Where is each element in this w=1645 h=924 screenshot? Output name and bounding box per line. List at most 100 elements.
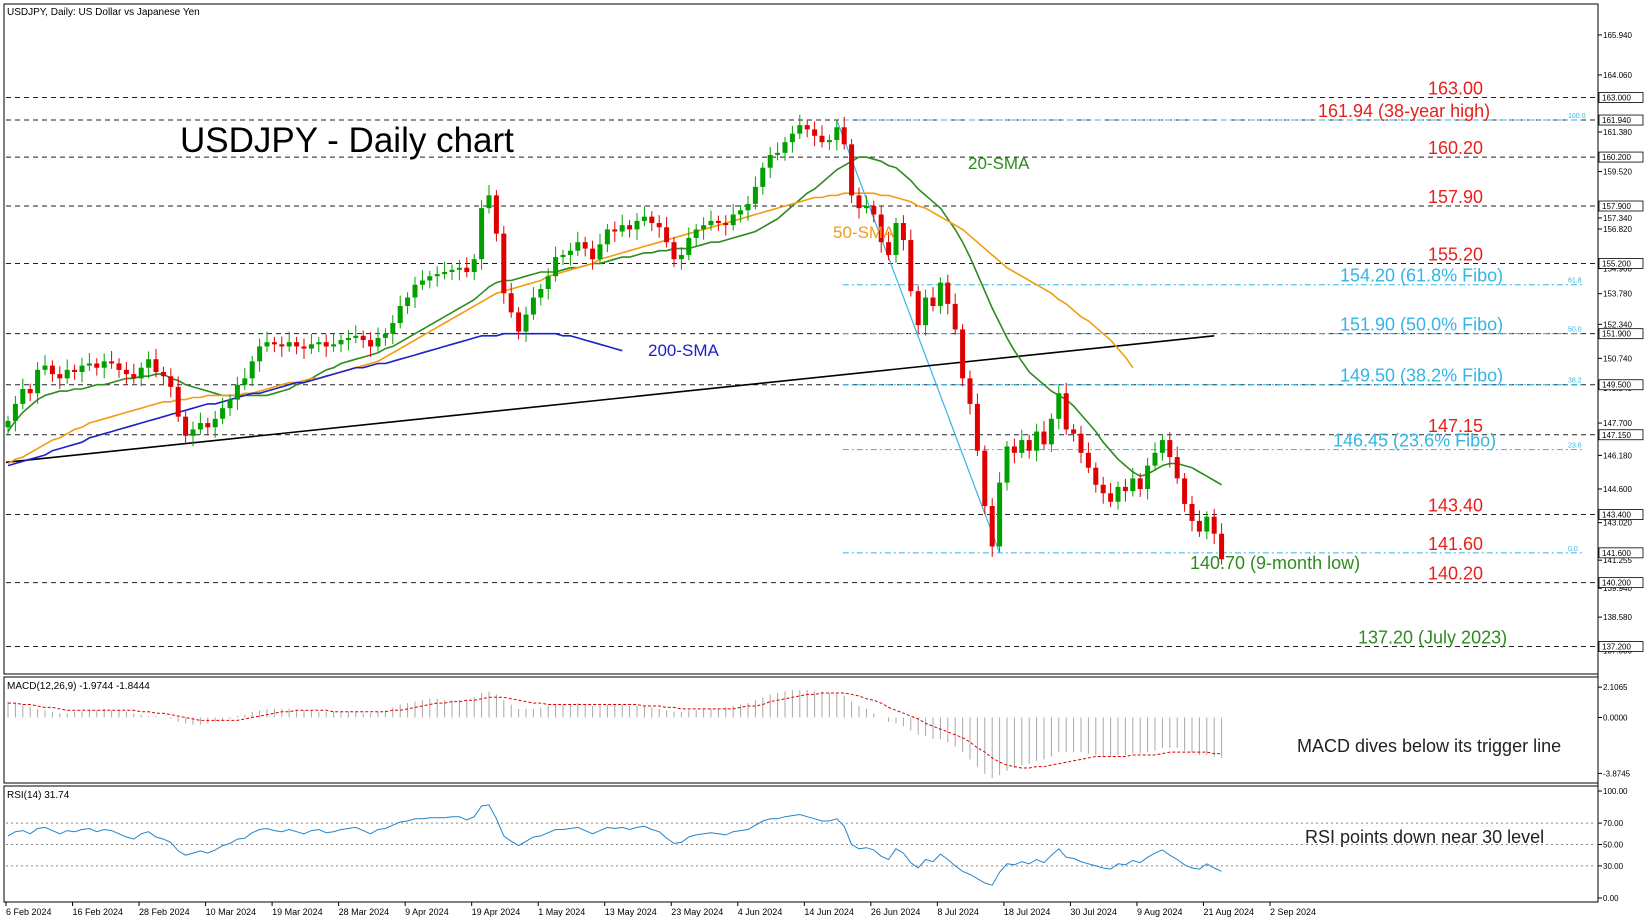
- candle-body: [974, 403, 980, 451]
- candle-body: [234, 384, 240, 400]
- rsi-tick-label: 70.00: [1603, 819, 1624, 828]
- sma200-label: 200-SMA: [648, 341, 720, 360]
- candle-body: [5, 420, 11, 428]
- candle-body: [397, 306, 403, 324]
- candle-body: [64, 369, 70, 379]
- sma20-label: 20-SMA: [968, 154, 1030, 173]
- price-level-tag-label: 143.400: [1602, 511, 1631, 520]
- fibonacci-retracement: 100.0 61.8 50.0 38.2 23.6 0.0: [836, 113, 1586, 554]
- rsi-indicator: 100.00 70.00 50.00 30.00 0.00: [6, 787, 1628, 903]
- candle-body: [782, 142, 788, 153]
- level-annotation: 161.94 (38-year high): [1318, 101, 1490, 121]
- price-level-tag: [1598, 379, 1644, 391]
- fibo-ratio-label: 50.0: [1568, 327, 1582, 334]
- candle-body: [360, 335, 366, 341]
- candle-body: [12, 403, 18, 421]
- price-tick-label: 147.700: [1603, 419, 1632, 428]
- time-tick-label: 8 Jul 2024: [937, 907, 979, 917]
- candle-body: [1211, 516, 1217, 534]
- candle-body: [1130, 478, 1136, 492]
- candle-body: [1034, 431, 1040, 451]
- price-level-tag-label: 137.200: [1602, 642, 1631, 651]
- candle-body: [412, 284, 418, 298]
- time-tick-label: 9 Aug 2024: [1137, 907, 1183, 917]
- fibo-ratio-label: 61.8: [1568, 278, 1582, 285]
- candle-body: [1041, 431, 1047, 445]
- time-tick-label: 9 Apr 2024: [405, 907, 449, 917]
- candle-body: [390, 323, 396, 334]
- price-level-tag-label: 157.900: [1602, 202, 1631, 211]
- price-level-tag: [1598, 577, 1644, 589]
- candle-body: [493, 195, 499, 234]
- candle-body: [456, 267, 462, 270]
- candle-body: [597, 244, 603, 260]
- time-tick-label: 4 Jun 2024: [738, 907, 783, 917]
- candle-body: [368, 340, 374, 347]
- time-tick-label: 14 Jun 2024: [804, 907, 854, 917]
- price-tick-label: 156.820: [1603, 225, 1632, 234]
- candle-body: [434, 274, 440, 277]
- candle-body: [634, 220, 640, 230]
- candle-body: [841, 127, 847, 145]
- time-tick-label: 28 Mar 2024: [339, 907, 390, 917]
- macd-signal-line: [8, 692, 1222, 769]
- candle-body: [834, 127, 840, 141]
- time-tick-label: 19 Mar 2024: [272, 907, 323, 917]
- candle-body: [553, 257, 559, 277]
- candle-body: [131, 374, 137, 379]
- candle-body: [649, 216, 655, 224]
- candle-body: [1100, 484, 1106, 494]
- candle-body: [1056, 393, 1062, 419]
- candle-body: [915, 291, 921, 326]
- candle-body: [804, 125, 810, 130]
- candle-body: [812, 129, 818, 136]
- candle-body: [375, 337, 381, 347]
- candle-body: [109, 361, 115, 364]
- time-tick-label: 30 Jul 2024: [1070, 907, 1117, 917]
- level-annotation: 163.00: [1428, 78, 1483, 98]
- candle-body: [560, 254, 566, 258]
- candle-body: [1145, 465, 1151, 490]
- candle-body: [20, 389, 26, 404]
- price-tick-label: 165.940: [1603, 31, 1632, 40]
- price-level-tag: [1598, 151, 1644, 163]
- candle-body: [1078, 433, 1084, 453]
- rsi-annotation: RSI points down near 30 level: [1305, 827, 1544, 847]
- price-tick-label: 138.580: [1603, 613, 1632, 622]
- candle-body: [1063, 393, 1069, 430]
- macd-header: MACD(12,26,9) -1.9744 -1.8444: [7, 681, 150, 692]
- candle-body: [264, 342, 270, 347]
- candle-body: [279, 344, 285, 347]
- candle-body: [664, 227, 670, 243]
- time-tick-label: 19 Apr 2024: [472, 907, 521, 917]
- candle-body: [1085, 452, 1091, 468]
- price-level-tag-label: 141.600: [1602, 549, 1631, 558]
- candle-body: [1189, 503, 1195, 521]
- price-tick-label: 164.060: [1603, 71, 1632, 80]
- macd-tick-label: 0.0000: [1603, 714, 1628, 723]
- time-tick-label: 6 Feb 2024: [6, 907, 52, 917]
- price-level-tag-label: 147.150: [1602, 431, 1631, 440]
- candle-body: [146, 359, 152, 368]
- candle-body: [523, 314, 529, 332]
- price-level-tag: [1598, 547, 1644, 559]
- level-annotation: 140.20: [1428, 564, 1483, 584]
- candle-body: [405, 297, 411, 307]
- candle-body: [153, 359, 159, 372]
- candle-body: [1093, 467, 1099, 485]
- candle-body: [49, 365, 55, 375]
- moving-averages: [7, 156, 1223, 486]
- chart-title: USDJPY - Daily chart: [180, 121, 514, 160]
- candle-body: [923, 297, 929, 326]
- price-level-tag: [1598, 509, 1644, 520]
- candle-body: [997, 482, 1003, 547]
- candle-body: [249, 361, 255, 379]
- candle-body: [641, 216, 647, 221]
- candle-body: [227, 399, 233, 409]
- candle-body: [316, 342, 322, 345]
- macd-indicator: 2.1065 0.0000 -3.8745: [7, 683, 1631, 778]
- candle-body: [382, 333, 388, 338]
- candle-body: [101, 361, 107, 368]
- candle-body: [486, 195, 492, 209]
